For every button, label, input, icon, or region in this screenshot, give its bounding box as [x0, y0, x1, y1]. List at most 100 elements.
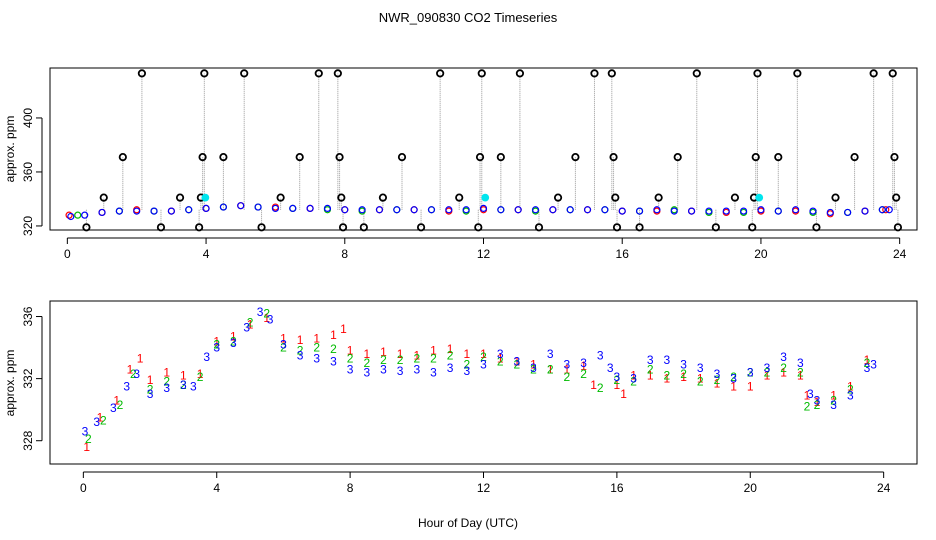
- top-flagged-point: [812, 223, 821, 232]
- bottom-point-series-3: 3: [580, 356, 587, 370]
- top-flagged-point: [496, 153, 505, 162]
- bottom-point-series-2: 2: [463, 358, 470, 372]
- bottom-point-series-3: 3: [363, 365, 370, 379]
- bottom-point-series-1: 1: [297, 333, 304, 347]
- bottom-point-series-3: 3: [847, 389, 854, 403]
- top-data-marks: [65, 69, 903, 232]
- bottom-point-series-2: 2: [213, 337, 220, 351]
- top-flagged-point: [515, 69, 525, 78]
- top-flagged-point: [474, 223, 483, 232]
- top-point-series-3: [479, 204, 488, 212]
- top-point-series-3: [531, 206, 540, 214]
- top-flagged-point: [82, 223, 91, 232]
- bottom-point-series-3: 3: [397, 364, 404, 378]
- top-flagged-point: [751, 153, 760, 162]
- bottom-point-series-1: 1: [697, 372, 704, 386]
- top-x-tick-label: 0: [64, 247, 71, 261]
- bottom-point-series-1: 1: [547, 362, 554, 376]
- top-flagged-point: [335, 153, 344, 162]
- bottom-point-series-3: 3: [597, 348, 604, 362]
- top-point-series-3: [445, 206, 453, 214]
- top-flagged-point: [455, 193, 464, 202]
- top-flagged-point: [831, 193, 840, 202]
- bottom-point-series-1: 1: [814, 395, 821, 409]
- top-flagged-point: [711, 223, 720, 232]
- bottom-point-series-1: 1: [797, 369, 804, 383]
- bottom-point-series-3: 3: [764, 361, 771, 375]
- bottom-point-series-2: 2: [430, 351, 437, 365]
- top-point-series-3: [323, 204, 332, 212]
- top-flagged-point: [219, 153, 228, 162]
- bottom-point-series-2: 2: [664, 369, 671, 383]
- top-flagged-point: [890, 153, 899, 162]
- bottom-point-series-3: 3: [180, 378, 187, 392]
- bottom-point-series-3: 3: [697, 361, 704, 375]
- top-flagged-point: [748, 223, 757, 232]
- bottom-x-tick-label: 4: [213, 481, 220, 495]
- bottom-point-series-3: 3: [870, 358, 877, 372]
- bottom-point-series-3: 3: [797, 356, 804, 370]
- bottom-point-series-2: 2: [864, 356, 871, 370]
- top-point-series-3: [219, 203, 227, 211]
- bottom-point-series-3: 3: [664, 353, 671, 367]
- bottom-point-series-3: 3: [564, 358, 571, 372]
- bottom-point-series-1: 1: [197, 367, 204, 381]
- bottom-point-series-3: 3: [530, 361, 537, 375]
- top-point-series-3: [237, 202, 245, 210]
- top-flagged-point: [137, 69, 147, 78]
- bottom-point-series-3: 3: [347, 362, 354, 376]
- bottom-point-series-2: 2: [447, 348, 454, 362]
- top-flagged-point: [295, 153, 304, 162]
- bottom-y-axis: 328 332 336: [21, 306, 43, 451]
- bottom-point-series-1: 1: [780, 365, 787, 379]
- bottom-point-series-2: 2: [630, 375, 637, 389]
- bottom-point-series-1: 1: [347, 344, 354, 358]
- top-flagged-point: [240, 69, 249, 78]
- top-flagged-point: [397, 153, 407, 162]
- bottom-point-series-2: 2: [614, 373, 621, 387]
- top-point-series-3: [722, 207, 730, 215]
- bottom-point-series-1: 1: [564, 362, 571, 376]
- top-flagged-point: [590, 69, 599, 78]
- bottom-point-series-1: 1: [514, 355, 521, 369]
- bottom-panel-frame: [49, 300, 918, 465]
- top-flagged-point: [99, 193, 108, 202]
- bottom-y-tick-label: 336: [21, 306, 35, 326]
- top-point-series-3: [670, 207, 678, 215]
- top-panel-ylabel: approx. ppm: [3, 116, 17, 183]
- top-flagged-point: [477, 69, 486, 78]
- bottom-point-series-2: 2: [117, 398, 124, 412]
- top-flagged-point: [612, 223, 622, 232]
- top-point-series-3: [861, 207, 869, 215]
- top-point-series-3: [885, 206, 893, 214]
- bottom-x-tick-label: 0: [80, 481, 87, 495]
- top-flagged-point: [611, 193, 620, 202]
- top-highlighted-point: [201, 193, 210, 202]
- bottom-point-series-3: 3: [280, 337, 287, 351]
- bottom-point-series-1: 1: [730, 379, 737, 393]
- bottom-point-series-2: 2: [830, 393, 837, 407]
- bottom-point-series-3: 3: [430, 365, 437, 379]
- bottom-point-series-1: 1: [127, 362, 134, 376]
- bottom-point-series-2: 2: [330, 342, 337, 356]
- bottom-point-series-2: 2: [85, 432, 92, 446]
- top-flagged-point: [378, 193, 388, 202]
- bottom-point-series-1: 1: [463, 347, 470, 361]
- bottom-point-series-3: 3: [380, 362, 387, 376]
- top-flagged-point: [673, 153, 682, 162]
- bottom-point-series-3: 3: [680, 358, 687, 372]
- bottom-point-series-3: 3: [313, 351, 320, 365]
- top-point-series-3: [687, 207, 696, 215]
- top-point-series-3: [254, 203, 262, 211]
- top-flagged-point: [156, 223, 166, 232]
- top-flagged-point: [892, 193, 901, 202]
- bottom-point-series-1: 1: [497, 351, 504, 365]
- top-flagged-point: [654, 193, 663, 202]
- top-point-series-3: [566, 206, 574, 214]
- bottom-point-series-2: 2: [247, 316, 254, 330]
- bottom-point-series-2: 2: [297, 344, 304, 358]
- bottom-point-series-1: 1: [430, 344, 437, 358]
- bottom-point-series-1: 1: [180, 369, 187, 383]
- top-x-tick-label: 12: [477, 247, 491, 261]
